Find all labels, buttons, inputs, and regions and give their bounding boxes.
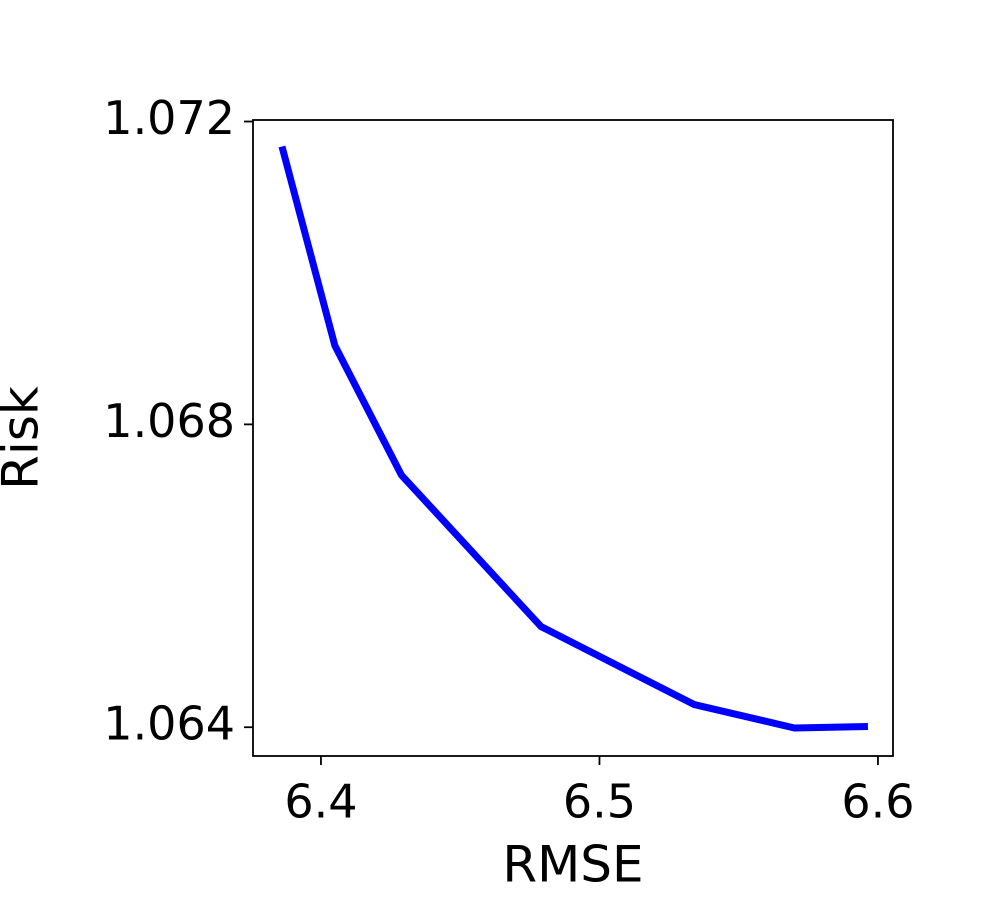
x-tick-label: 6.5 bbox=[563, 775, 636, 829]
plot-frame bbox=[252, 119, 894, 757]
x-tick-label: 6.4 bbox=[284, 775, 357, 829]
y-axis-label: Risk bbox=[0, 386, 50, 490]
data-line bbox=[278, 145, 869, 732]
x-axis-label: RMSE bbox=[502, 836, 643, 894]
y-tick-label: 1.072 bbox=[103, 91, 235, 145]
y-tick-label: 1.064 bbox=[103, 697, 235, 751]
x-tick-label: 6.6 bbox=[841, 775, 914, 829]
y-tick-label: 1.068 bbox=[103, 394, 235, 448]
